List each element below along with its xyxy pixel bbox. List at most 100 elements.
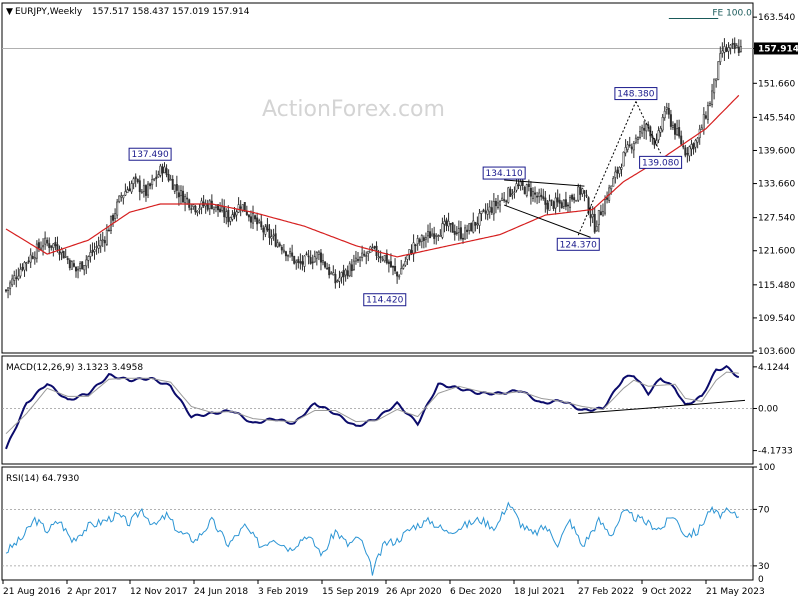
- candle-body: [478, 213, 481, 226]
- price-tick-label: 151.660: [758, 79, 795, 89]
- candle-body: [424, 237, 427, 240]
- candle-body: [264, 226, 267, 235]
- candle-body: [548, 200, 551, 211]
- rsi-line: [5, 501, 739, 576]
- candle-body: [363, 253, 366, 256]
- candle-body: [268, 228, 271, 238]
- candle-body: [348, 263, 351, 277]
- candle-body: [126, 189, 129, 194]
- macd-tick-label: 0.00: [758, 404, 778, 414]
- candle-body: [295, 260, 298, 264]
- candle-body: [647, 124, 650, 127]
- candle-body: [581, 188, 584, 195]
- candle-body: [305, 253, 308, 256]
- candle-body: [416, 238, 419, 245]
- ohlc-readout: 157.517 158.437 157.019 157.914: [92, 7, 250, 17]
- candle-body: [628, 144, 631, 147]
- candle-body: [525, 184, 528, 196]
- candle-body: [486, 209, 489, 215]
- candle-body: [402, 265, 405, 269]
- candle-body: [606, 197, 609, 200]
- candle-body: [624, 147, 627, 154]
- candle-body: [441, 223, 444, 238]
- candle-body: [632, 142, 635, 151]
- candle-body: [17, 275, 20, 280]
- candle-body: [227, 210, 230, 223]
- candle-body: [328, 266, 331, 276]
- rsi-axis: 100 70 30 0: [753, 463, 775, 585]
- candle-body: [472, 220, 475, 233]
- price-tick-label: 109.540: [758, 314, 795, 324]
- candle-body: [639, 131, 642, 138]
- candle-body: [655, 140, 658, 145]
- price-tick-label: 133.660: [758, 180, 795, 190]
- candle-body: [340, 272, 343, 278]
- candle-body: [23, 262, 26, 271]
- candle-body: [324, 261, 327, 268]
- price-tick-label: 121.600: [758, 247, 795, 257]
- candle-body: [192, 204, 195, 208]
- candle-body: [266, 224, 269, 231]
- candle-body: [334, 274, 337, 284]
- last-price-box: [754, 42, 798, 55]
- candle-body: [147, 183, 150, 196]
- rsi-title: RSI(14) 64.7930: [6, 474, 79, 484]
- candle-body: [249, 216, 252, 223]
- price-level-label: 148.380: [617, 90, 654, 100]
- candle-body: [134, 176, 137, 180]
- candle-body: [719, 53, 722, 63]
- candle-body: [35, 243, 38, 259]
- candlestick-series: [5, 37, 742, 299]
- candle-body: [89, 252, 92, 257]
- price-level-box: [482, 166, 526, 180]
- candle-body: [494, 200, 497, 207]
- candle-body: [455, 232, 458, 235]
- candle-body: [373, 246, 376, 248]
- moving-average-line: [5, 94, 740, 258]
- candle-body: [601, 211, 604, 217]
- candle-body: [182, 190, 185, 203]
- candle-body: [482, 209, 485, 212]
- candle-body: [589, 214, 592, 219]
- last-price-label: 157.914: [758, 44, 799, 54]
- candle-body: [735, 45, 738, 48]
- candle-body: [643, 127, 646, 131]
- candle-body: [171, 178, 174, 190]
- candle-body: [256, 217, 259, 225]
- time-tick-label: 26 Apr 2020: [386, 587, 442, 597]
- candle-body: [558, 199, 561, 204]
- time-tick-label: 12 Nov 2017: [130, 587, 188, 597]
- candle-body: [161, 166, 164, 174]
- candle-body: [466, 229, 469, 232]
- candle-body: [367, 250, 370, 254]
- price-tick-label: 139.600: [758, 146, 795, 156]
- candle-body: [58, 251, 61, 255]
- candle-body: [544, 197, 547, 205]
- candle-body: [208, 200, 211, 209]
- candle-body: [91, 250, 94, 253]
- candle-body: [420, 235, 423, 242]
- candle-body: [124, 191, 127, 196]
- candle-body: [400, 268, 403, 275]
- candle-body: [361, 252, 364, 258]
- candle-body: [657, 130, 660, 141]
- candle-body: [702, 114, 705, 131]
- candle-body: [212, 206, 215, 211]
- rsi-tick-label: 30: [758, 562, 770, 572]
- rsi-panel: [1, 466, 754, 581]
- candle-body: [447, 220, 450, 227]
- price-tick-label: 127.540: [758, 214, 795, 224]
- candle-body: [550, 199, 553, 202]
- candle-body: [153, 178, 156, 181]
- candle-body: [326, 267, 329, 270]
- candle-body: [33, 257, 36, 260]
- candle-body: [186, 197, 189, 200]
- candle-body: [27, 260, 30, 263]
- candle-body: [546, 202, 549, 210]
- candle-body: [499, 201, 502, 206]
- candle-body: [118, 195, 121, 202]
- candle-body: [575, 199, 578, 202]
- candle-body: [480, 210, 483, 214]
- candle-body: [443, 221, 446, 225]
